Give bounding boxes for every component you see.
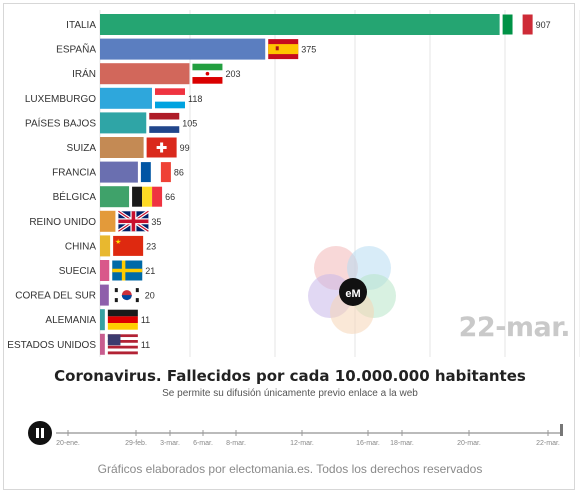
bar: [100, 63, 190, 85]
category-label: ALEMANIA: [45, 315, 96, 326]
value-label: 105: [182, 118, 197, 128]
timeline-label: 6-mar.: [193, 440, 213, 447]
bar-row: SUECIA 21: [59, 260, 155, 281]
timeline-label: 8-mar.: [226, 440, 246, 447]
china-flag-icon: [113, 235, 144, 256]
value-label: 23: [146, 241, 156, 251]
bar-row: SUIZA 99: [67, 137, 190, 158]
value-label: 21: [145, 266, 155, 276]
bar: [100, 260, 110, 281]
logo-badge: [339, 278, 367, 306]
timeline-label: 20-ene.: [56, 440, 80, 447]
category-label: FRANCIA: [52, 168, 96, 179]
chart-subtitle: Se permite su difusión únicamente previo…: [162, 388, 418, 399]
footer-credit: Gráficos elaborados por electomania.es. …: [97, 462, 483, 476]
germany-flag-icon: [107, 309, 138, 330]
timeline-label: 20-mar.: [457, 440, 481, 447]
category-label: PAÍSES BAJOS: [25, 116, 96, 129]
value-label: 203: [225, 69, 240, 79]
bar-row: COREA DEL SUR 20: [15, 284, 155, 306]
bar-row: ESTADOS UNIDOS 11: [7, 333, 150, 355]
uk-flag-icon: [117, 209, 150, 233]
luxembourg-flag-icon: [154, 88, 185, 109]
bar-row: ITALIA 907: [66, 14, 551, 35]
usa-flag-icon: [107, 334, 138, 355]
pause-icon-bar: [41, 428, 44, 438]
sweden-flag-icon: [112, 260, 143, 281]
south-korea-flag-icon: [111, 285, 142, 306]
bar: [100, 210, 116, 232]
logo-text: eM: [345, 288, 360, 300]
chart-title: Coronavirus. Fallecidos por cada 10.000.…: [54, 367, 526, 385]
bar: [100, 14, 500, 35]
bar-row: IRÁN 203: [72, 63, 240, 85]
value-label: 35: [151, 217, 161, 227]
category-label: COREA DEL SUR: [15, 291, 96, 302]
bar: [100, 235, 111, 257]
bar: [100, 161, 138, 183]
pause-icon: [36, 428, 39, 438]
timeline-label: 16-mar.: [356, 440, 380, 447]
bar-row: PAÍSES BAJOS 105: [25, 112, 197, 134]
category-label: IRÁN: [72, 67, 96, 80]
bar: [100, 284, 109, 306]
value-label: 20: [145, 291, 155, 301]
category-label: SUIZA: [67, 143, 97, 154]
value-label: 86: [174, 168, 184, 178]
bar: [100, 87, 152, 109]
category-label: LUXEMBURGO: [25, 94, 96, 105]
belgium-flag-icon: [132, 186, 163, 207]
france-flag-icon: [140, 162, 171, 183]
bar-row: ESPAÑA 375: [56, 38, 316, 60]
netherlands-flag-icon: [149, 112, 180, 133]
category-label: BÉLGICA: [53, 190, 97, 203]
bar: [100, 186, 130, 208]
value-label: 375: [301, 45, 316, 55]
category-label: ESTADOS UNIDOS: [7, 340, 96, 351]
bar-row: REINO UNIDO 35: [29, 209, 161, 233]
category-label: REINO UNIDO: [29, 217, 96, 228]
category-label: SUECIA: [59, 266, 97, 277]
timeline-end-handle[interactable]: [560, 424, 563, 436]
chart-frame: [3, 3, 575, 490]
timeline-label: 29-feb.: [125, 440, 147, 447]
category-label: CHINA: [65, 241, 96, 252]
bar: [100, 112, 147, 134]
value-label: 11: [141, 315, 150, 325]
bar: [100, 137, 144, 158]
value-label: 118: [188, 94, 202, 104]
timeline-label: 22-mar.: [536, 440, 560, 447]
timeline-label: 18-mar.: [390, 440, 414, 447]
timeline-label: 3-mar.: [160, 440, 180, 447]
iran-flag-icon: [192, 63, 223, 84]
bar-row: CHINA 23: [65, 235, 156, 257]
bar-row: ALEMANIA 11: [45, 309, 150, 331]
bar: [100, 333, 105, 355]
spain-flag-icon: [268, 39, 299, 60]
bar-row: LUXEMBURGO 118: [25, 87, 202, 109]
category-label: ITALIA: [66, 20, 96, 31]
pause-button[interactable]: [28, 421, 52, 445]
bar-row: FRANCIA 86: [52, 161, 184, 183]
switzerland-flag-icon: [146, 137, 177, 158]
electomania-logo: eM: [308, 246, 396, 334]
date-watermark: 22-mar.: [458, 312, 571, 343]
value-label: 99: [180, 143, 190, 153]
category-label: ESPAÑA: [56, 43, 96, 56]
bar: [100, 309, 105, 331]
timeline-label: 12-mar.: [290, 440, 314, 447]
italy-flag-icon: [502, 14, 533, 35]
bar-row: BÉLGICA 66: [53, 186, 175, 208]
value-label: 907: [536, 20, 551, 30]
value-label: 11: [141, 340, 150, 350]
bar: [100, 38, 266, 60]
value-label: 66: [165, 192, 175, 202]
